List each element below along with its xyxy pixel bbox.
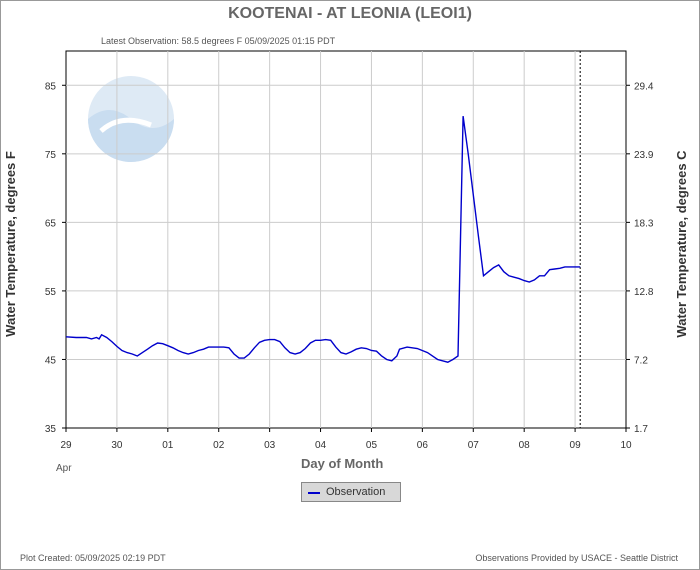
plot-created-text: Plot Created: 05/09/2025 02:19 PDT xyxy=(20,553,166,563)
x-tick-label: 08 xyxy=(519,440,531,451)
right-tick-label: 1.7 xyxy=(634,424,648,435)
data-provider-text: Observations Provided by USACE - Seattle… xyxy=(475,553,678,563)
left-tick-label: 35 xyxy=(45,424,57,435)
left-tick-label: 45 xyxy=(45,355,57,366)
x-axis-month-label: Apr xyxy=(56,463,72,474)
legend-swatch xyxy=(308,492,320,494)
latest-observation-text: Latest Observation: 58.5 degrees F 05/09… xyxy=(101,36,336,46)
y-axis-label-right: Water Temperature, degrees C xyxy=(674,150,689,338)
right-tick-label: 12.8 xyxy=(634,287,654,298)
right-y-axis-ticks: 1.7 7.2 12.8 18.3 23.9 29.4 xyxy=(626,81,654,435)
y-axis-label-left: Water Temperature, degrees F xyxy=(3,151,18,337)
left-tick-label: 85 xyxy=(45,81,57,92)
gridlines xyxy=(66,51,626,428)
right-tick-label: 7.2 xyxy=(634,355,648,366)
left-y-axis-ticks: 35 45 55 65 75 85 xyxy=(45,81,66,435)
left-tick-label: 75 xyxy=(45,150,57,161)
legend: Observation xyxy=(301,482,401,502)
left-tick-label: 55 xyxy=(45,287,57,298)
x-tick-label: 06 xyxy=(417,440,429,451)
x-axis-ticks: 29 30 01 02 03 04 05 06 07 08 09 10 xyxy=(60,428,632,451)
right-tick-label: 29.4 xyxy=(634,81,654,92)
right-tick-label: 18.3 xyxy=(634,218,654,229)
noaa-logo xyxy=(88,76,174,162)
x-tick-label: 05 xyxy=(366,440,378,451)
x-tick-label: 03 xyxy=(264,440,276,451)
x-tick-label: 07 xyxy=(468,440,480,451)
x-tick-label: 29 xyxy=(60,440,72,451)
x-tick-label: 30 xyxy=(111,440,123,451)
right-tick-label: 23.9 xyxy=(634,150,654,161)
legend-label: Observation xyxy=(326,486,386,498)
observation-series-line xyxy=(65,116,581,363)
left-tick-label: 65 xyxy=(45,218,57,229)
x-tick-label: 01 xyxy=(162,440,174,451)
x-axis-label: Day of Month xyxy=(301,456,384,471)
chart-title: KOOTENAI - AT LEONIA (LEOI1) xyxy=(228,5,472,22)
x-tick-label: 02 xyxy=(213,440,225,451)
x-tick-label: 09 xyxy=(570,440,582,451)
x-tick-label: 10 xyxy=(620,440,632,451)
x-tick-label: 04 xyxy=(315,440,327,451)
